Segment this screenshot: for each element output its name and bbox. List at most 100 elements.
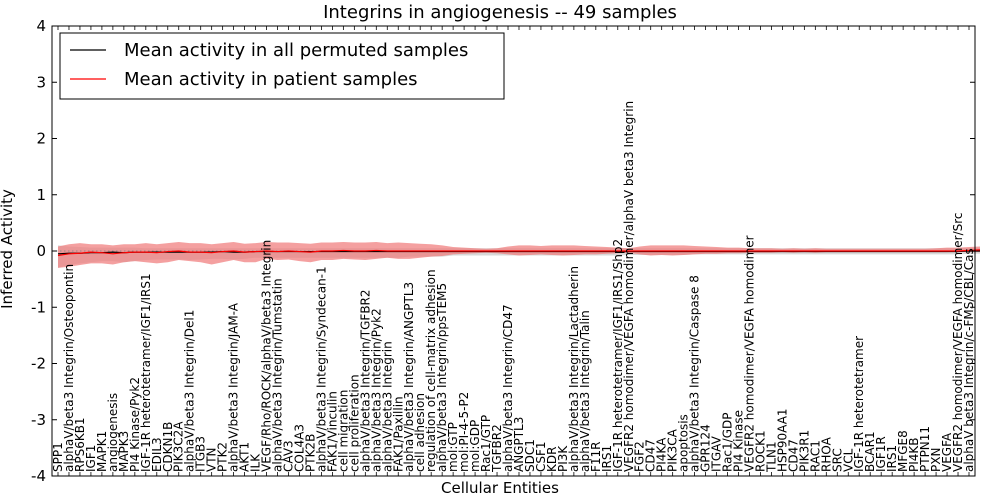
y-tick-label: -4 (31, 467, 46, 485)
x-tick-label: alphaV/beta3 Integrin/Talin (578, 310, 592, 472)
x-tick-label: alphaV/beta3 Integrin (380, 341, 394, 472)
x-tick-label: alphaV/beta3 Integrin/Del1 (183, 310, 197, 472)
x-tick-label: apoptosis (677, 414, 691, 472)
x-tick-label: CD47 (644, 439, 658, 472)
x-tick-label: IGF-1R heterotetramer/IGF1/IRS1 (139, 273, 153, 472)
x-tick-label: F11R (589, 441, 603, 472)
x-tick-label: PTK2 (216, 442, 230, 472)
x-tick-label: ITGAV (710, 435, 724, 472)
x-tick-label: HSP90AA1 (775, 408, 789, 472)
x-tick-label: PI3K (556, 445, 570, 472)
x-tick-label: Rac1/GTP (479, 415, 493, 472)
x-tick-label: RPS6KB1 (73, 417, 87, 472)
x-tick-label: ROCK1 (753, 430, 767, 472)
x-tick-label: AKT1 (238, 442, 252, 472)
x-tick-label: CDKN1B (161, 422, 175, 472)
x-tick-label: TGFBR2 (490, 424, 504, 473)
activity-bands (58, 242, 980, 268)
x-tick-label: mol:PI-4-5-P2 (457, 392, 471, 472)
x-tick-label: IGF1R (874, 436, 888, 472)
x-tick-label: mol:GTP (446, 422, 460, 472)
x-tick-label: PI4KA (655, 437, 669, 472)
x-tick-label: cell adhesion (413, 393, 427, 472)
x-tick-label: KDR (545, 447, 559, 472)
x-tick-label: BCAR1 (863, 431, 877, 472)
x-tick-label: RAC1 (808, 440, 822, 472)
x-tick-label: alphaV/beta3 Integrin/CD47 (501, 304, 515, 472)
x-tick-label: CSF1 (534, 441, 548, 472)
y-axis: -4 -3 -2 -1 0 1 2 3 4 (31, 17, 975, 485)
y-tick-label: 3 (36, 73, 46, 91)
x-tick-label: alphaV/beta3 Integrin/JAM-A (227, 302, 241, 472)
x-tick-label: EDIL3 (150, 437, 164, 472)
x-tick-label: IRS1 (600, 445, 614, 472)
x-tick-label: IRS1 (885, 445, 899, 472)
x-tick-label: VEGFR2 homodimer/VEGFA homodimer/alphaV … (622, 101, 636, 472)
x-tick-label: ANGPTL3 (512, 417, 526, 472)
y-tick-label: -2 (31, 355, 46, 373)
x-tick-label: COL4A3 (292, 424, 306, 472)
x-tick-label: alphaV/beta3 Integrin/Syndecan-1 (314, 266, 328, 472)
x-tick-label: regulation of cell-matrix adhesion (424, 269, 438, 472)
y-axis-label: Inferred Activity (0, 189, 16, 309)
x-tick-label: alphaV/beta3 Integrin/Pyk2 (369, 308, 383, 472)
x-tick-label: ILK (249, 453, 263, 472)
x-tick-label: RHOA (819, 436, 833, 472)
y-tick-label: -3 (31, 411, 46, 429)
x-tick-label: PTPN11 (918, 426, 932, 472)
legend-entry-permuted: Mean activity in all permuted samples (124, 40, 468, 61)
x-tick-label: VEGFR2 homodimer/VEGFA homodimer/Src (951, 212, 965, 472)
x-tick-label: PXN (929, 448, 943, 472)
x-tick-label: FGF2 (633, 441, 647, 472)
x-tick-label: VEGFA (940, 432, 954, 472)
legend-box (59, 32, 505, 100)
x-tick-label: VEGF/Rho/ROCK/alphaV/beta3 Integrin (260, 240, 274, 472)
legend: Mean activity in all permuted samples Me… (59, 32, 505, 100)
x-tick-label: ITGB3 (194, 436, 208, 472)
legend-entry-patient: Mean activity in patient samples (124, 69, 418, 90)
x-tick-label: CD47 (786, 439, 800, 472)
y-tick-label: -1 (31, 298, 46, 316)
x-tick-label: VCL (841, 448, 855, 472)
y-tick-label: 4 (36, 17, 46, 35)
chart-title: Integrins in angiogenesis -- 49 samples (323, 2, 677, 23)
x-axis-label: Cellular Entities (441, 479, 559, 497)
x-tick-label: MAPK1 (95, 431, 109, 472)
x-tick-label: IGF-1R heterotetramer/IGF1/IRS1/Shp2 (611, 239, 625, 472)
x-tick-label: IGF1 (84, 445, 98, 472)
patient-band (58, 242, 980, 268)
y-tick-label: 0 (36, 242, 46, 260)
x-tick-label: FAK1/Vinculin (325, 391, 339, 472)
x-tick-label: SRC (830, 448, 844, 472)
x-tick-label: VEGFR2 homodimer/VEGFA homodimer (742, 235, 756, 472)
x-tick-label: alphaV/beta3 Integrin/Lactadherin (567, 266, 581, 472)
x-tick-label: PI4KB (907, 437, 921, 472)
x-tick-label: PIK3CA (666, 428, 680, 472)
y-tick-label: 1 (36, 186, 46, 204)
x-tick-label: cell migration (336, 390, 350, 472)
x-tick-label: alphaV/beta3 Integrin/Osteopontin (62, 264, 76, 472)
x-tick-label: VTN (205, 447, 219, 472)
x-tick-label: alphaV/beta3 Integrin/Tumstatin (271, 278, 285, 472)
patient-mean-line (57, 249, 981, 257)
x-tick-label: TLN1 (764, 441, 778, 473)
x-tick-label: FAK1/Paxillin (391, 396, 405, 472)
x-tick-label: alphaV/beta3 Integrin/ANGPTL3 (402, 282, 416, 472)
x-tick-label: PI4 Kinase (732, 410, 746, 472)
x-tick-label: cell proliferation (347, 374, 361, 472)
x-tick-label: alphaV beta3 Integrin/c-FMS/CBL/Cas (962, 248, 976, 472)
x-tick-label: PIK3R1 (797, 430, 811, 472)
x-tick-label: angiogenesis (106, 393, 120, 472)
x-tick-label: alphaV/beta3 Integrin/Caspase 8 (688, 275, 702, 472)
x-tick-label: alphaV/beta3 Integrin/TGFBR2 (358, 289, 372, 472)
x-tick-label: PI4 Kinase/Pyk2 (128, 377, 142, 472)
x-tick-label: IGF-1R heterotetramer (852, 336, 866, 472)
y-tick-label: 2 (36, 130, 46, 148)
x-tick-label: MFGE8 (896, 430, 910, 472)
x-tick-label: MAPK3 (117, 431, 131, 472)
x-tick-label: CAV3 (281, 440, 295, 472)
x-tick-label: SDC1 (523, 439, 537, 472)
x-tick-label: Rac1/GDP (721, 413, 735, 472)
